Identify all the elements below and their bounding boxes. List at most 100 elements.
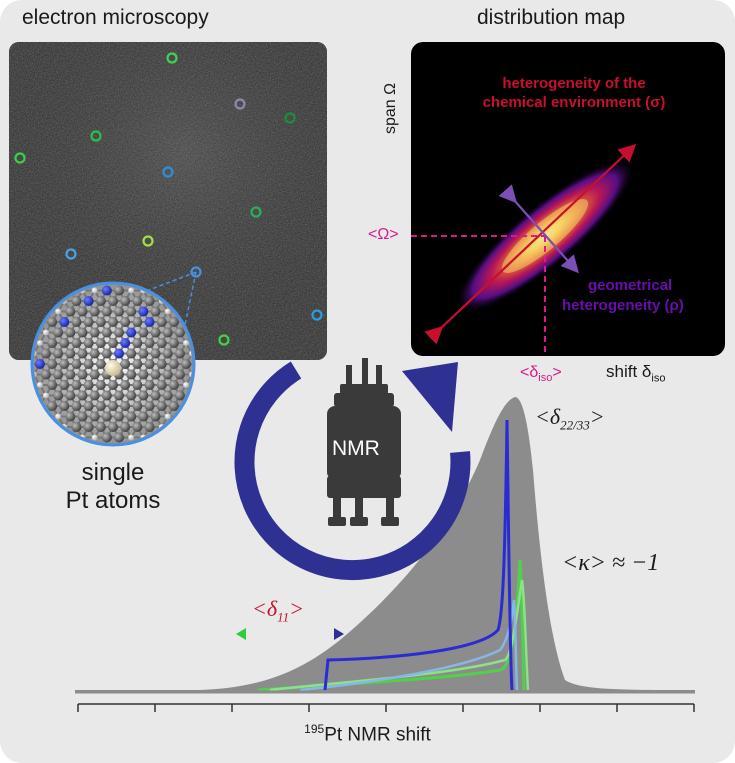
lattice-atom bbox=[36, 340, 43, 346]
lattice-atom bbox=[34, 359, 45, 369]
lattice-atom bbox=[47, 338, 58, 348]
lattice-atom bbox=[132, 401, 143, 411]
lattice-atom bbox=[150, 369, 161, 380]
lattice-atom bbox=[114, 348, 125, 359]
lattice-atom bbox=[120, 317, 131, 327]
lattice-atom bbox=[174, 348, 185, 359]
lattice-atom bbox=[168, 380, 179, 390]
lattice-atom bbox=[120, 401, 131, 411]
lattice-atom bbox=[34, 392, 37, 399]
lattice-atom bbox=[195, 382, 201, 388]
lattice-atom bbox=[55, 308, 62, 315]
lattice-atom bbox=[183, 340, 190, 346]
lattice-atom bbox=[101, 390, 112, 401]
lattice-atom bbox=[65, 327, 76, 338]
lattice-atom bbox=[114, 285, 125, 296]
lattice-atom bbox=[189, 371, 192, 378]
lattice-atom bbox=[42, 392, 49, 399]
lattice-atom bbox=[42, 329, 49, 336]
lattice-atom bbox=[77, 369, 88, 380]
lattice-atom bbox=[128, 434, 135, 441]
lattice-atom bbox=[83, 422, 94, 432]
lattice-atom bbox=[108, 296, 118, 306]
lattice-atom bbox=[144, 401, 155, 411]
lattice-atom bbox=[174, 369, 185, 380]
lattice-atom bbox=[71, 380, 82, 390]
lattice-atom bbox=[132, 296, 143, 306]
molecular-model-inset bbox=[25, 281, 201, 447]
lattice-atom bbox=[138, 327, 149, 338]
lattice-atom bbox=[108, 338, 118, 348]
lattice-atom bbox=[132, 422, 143, 432]
lattice-atom bbox=[53, 369, 64, 380]
lattice-atom bbox=[162, 390, 173, 401]
lattice-atom bbox=[65, 390, 76, 401]
lattice-atom bbox=[138, 369, 149, 380]
lattice-atom bbox=[101, 327, 112, 338]
atom-marker bbox=[250, 206, 262, 218]
lattice-atom bbox=[101, 306, 112, 317]
lattice-atom bbox=[89, 411, 100, 422]
lattice-atom bbox=[101, 348, 112, 359]
lattice-atom bbox=[25, 361, 31, 367]
lattice-atom bbox=[89, 306, 100, 317]
lattice-atom bbox=[59, 317, 70, 327]
lattice-atom bbox=[77, 327, 88, 338]
lattice-atom bbox=[108, 422, 118, 432]
lattice-atom bbox=[164, 413, 171, 420]
lattice-atom bbox=[132, 317, 143, 327]
lattice-atom bbox=[95, 317, 106, 327]
lattice-atom bbox=[156, 317, 167, 327]
lattice-atom bbox=[170, 424, 177, 430]
nmr-label: NMR bbox=[332, 437, 380, 460]
lattice-atom bbox=[83, 296, 94, 306]
lattice-atom bbox=[91, 287, 98, 294]
envelope-peak bbox=[75, 397, 695, 693]
lattice-atom bbox=[83, 380, 94, 390]
lattice-atom bbox=[95, 296, 106, 306]
lattice-atom bbox=[168, 338, 179, 348]
lattice-atom bbox=[120, 296, 131, 306]
lattice-atom bbox=[77, 306, 88, 317]
mean-span-label: <Ω> bbox=[368, 226, 399, 243]
lattice-atom bbox=[83, 338, 94, 348]
lattice-atom bbox=[49, 298, 56, 304]
spectrum-x-label: 195Pt NMR shift bbox=[304, 722, 431, 746]
geometric-arrow bbox=[498, 184, 579, 274]
lattice-atom bbox=[71, 296, 82, 306]
lattice-atom bbox=[59, 359, 70, 369]
lattice-atom bbox=[144, 380, 155, 390]
lattice-atom bbox=[144, 317, 155, 327]
nmr-cycle-arrow bbox=[234, 361, 471, 581]
lattice-atom bbox=[114, 306, 125, 317]
lattice-atom bbox=[47, 359, 58, 369]
kappa-label: <κ> ≈ −1 bbox=[562, 550, 660, 576]
atom-marker bbox=[90, 130, 102, 142]
lattice-atom bbox=[156, 338, 167, 348]
lattice-atom bbox=[138, 411, 149, 422]
lattice-atom bbox=[120, 338, 131, 348]
lattice-atom bbox=[83, 401, 94, 411]
lattice-atom bbox=[95, 401, 106, 411]
lattice-atom bbox=[181, 359, 192, 369]
lattice-atom bbox=[47, 401, 58, 411]
lattice-atom bbox=[65, 411, 76, 422]
caption-pt-atoms: Pt atoms bbox=[65, 487, 161, 514]
lattice-atom bbox=[189, 350, 192, 357]
lattice-atom bbox=[132, 338, 143, 348]
lattice-atom bbox=[164, 308, 171, 315]
lattice-atom bbox=[114, 390, 125, 401]
lattice-atom bbox=[150, 348, 161, 359]
lattice-atom bbox=[170, 298, 177, 304]
lattice-atom bbox=[77, 390, 88, 401]
lattice-atom bbox=[101, 411, 112, 422]
annot-heterogeneity-line1: heterogeneity of the bbox=[502, 75, 646, 92]
lattice-atom bbox=[55, 413, 62, 420]
lattice-atom bbox=[138, 306, 149, 317]
lattice-atom bbox=[53, 348, 64, 359]
lattice-atom bbox=[174, 390, 185, 401]
lattice-atom bbox=[47, 317, 58, 327]
lattice-atom bbox=[71, 359, 82, 369]
lattice-atom bbox=[101, 285, 112, 296]
